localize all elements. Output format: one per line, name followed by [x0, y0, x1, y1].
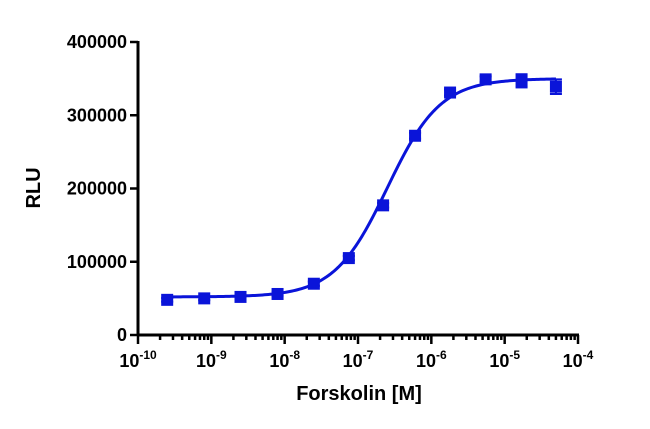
data-point — [198, 292, 211, 305]
data-point — [479, 73, 492, 86]
y-axis-title: RLU — [23, 167, 45, 208]
plot-area — [161, 73, 562, 306]
y-tick-label: 200000 — [67, 179, 127, 199]
fit-curve — [167, 77, 557, 299]
data-point — [307, 277, 320, 290]
data-point — [234, 290, 247, 303]
data-point — [444, 86, 457, 99]
y-tick-label: 100000 — [67, 252, 127, 272]
data-point — [377, 199, 390, 212]
data-point — [549, 80, 562, 93]
y-tick-label: 0 — [117, 325, 127, 345]
data-point — [271, 287, 284, 300]
x-axis-title: Forskolin [M] — [296, 383, 422, 405]
data-point — [161, 293, 174, 306]
y-axis: 0 100000 200000 300000 400000 — [67, 32, 140, 345]
x-tick-label: 10-9 — [196, 348, 227, 371]
data-point — [342, 252, 355, 265]
x-axis: 10-10 10-9 10-8 10-7 10-6 10-5 10-4 — [119, 333, 594, 371]
y-tick-label: 300000 — [67, 105, 127, 125]
data-point — [409, 129, 422, 142]
x-tick-label: 10-10 — [119, 348, 157, 371]
x-tick-label: 10-5 — [489, 348, 520, 371]
x-tick-label: 10-8 — [269, 348, 300, 371]
data-point — [515, 74, 528, 87]
x-tick-label: 10-7 — [343, 348, 374, 371]
x-tick-label: 10-6 — [416, 348, 447, 371]
x-tick-label: 10-4 — [563, 348, 594, 371]
y-tick-label: 400000 — [67, 32, 127, 52]
